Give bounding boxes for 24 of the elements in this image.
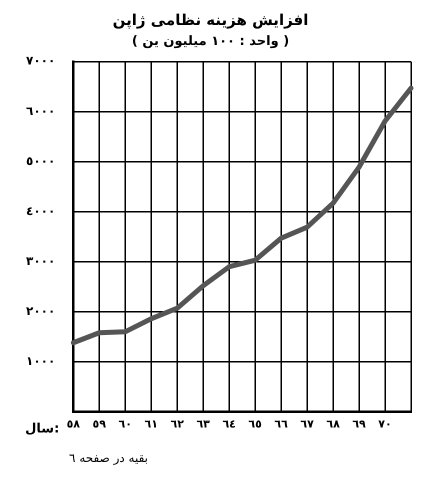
x-tick-label: ٦٨ (326, 417, 340, 430)
y-tick-label: ٦٠٠٠ (26, 104, 56, 118)
x-tick-label: ٥٨ (66, 417, 80, 430)
x-tick-label: ٦٧ (300, 417, 314, 430)
x-tick-label: ٦٢ (170, 417, 184, 430)
y-tick-label: ٣٠٠٠ (26, 254, 56, 268)
x-tick-label: ٦٩ (352, 417, 366, 430)
text: بقیه در صفحه ٦ (69, 451, 148, 466)
y-tick-label: ٥٠٠٠ (26, 154, 56, 168)
x-tick-label: ٦٦ (274, 417, 288, 430)
y-tick-label: ٢٠٠٠ (26, 304, 56, 318)
x-tick-label: ٦١ (144, 417, 158, 430)
y-tick-label: ١٠٠٠ (26, 354, 56, 368)
y-tick-label: ٤٠٠٠ (26, 204, 56, 218)
chart-title: افزایش هزینه نظامی ژاپن (112, 10, 308, 29)
chart-subtitle: ( واحد : ١٠٠ میلیون ین ) (132, 34, 290, 50)
x-tick-label: ٥٩ (92, 417, 106, 430)
x-tick-label: ٦٥ (248, 417, 262, 430)
x-tick-label: ٦٣ (196, 417, 210, 430)
x-axis-title: سال: (25, 421, 60, 436)
y-tick-label: ٧٠٠٠ (26, 54, 56, 68)
x-tick-label: ٧٠ (378, 417, 392, 430)
x-tick-label: ٦٤ (222, 417, 236, 430)
x-tick-label: ٦٠ (118, 417, 132, 430)
